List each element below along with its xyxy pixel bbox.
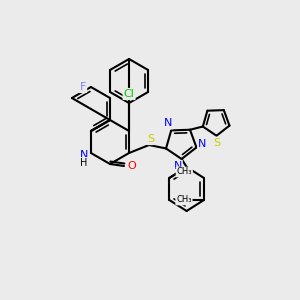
Text: CH₃: CH₃	[176, 167, 192, 176]
Text: H: H	[80, 158, 88, 168]
Text: F: F	[80, 82, 86, 92]
Text: Cl: Cl	[124, 89, 134, 99]
Text: S: S	[213, 138, 220, 148]
Text: N: N	[164, 118, 172, 128]
Text: CH₃: CH₃	[176, 196, 192, 205]
Text: O: O	[128, 161, 136, 171]
Text: N: N	[198, 140, 207, 149]
Text: N: N	[80, 150, 88, 160]
Text: S: S	[148, 134, 154, 144]
Text: N: N	[173, 161, 182, 171]
